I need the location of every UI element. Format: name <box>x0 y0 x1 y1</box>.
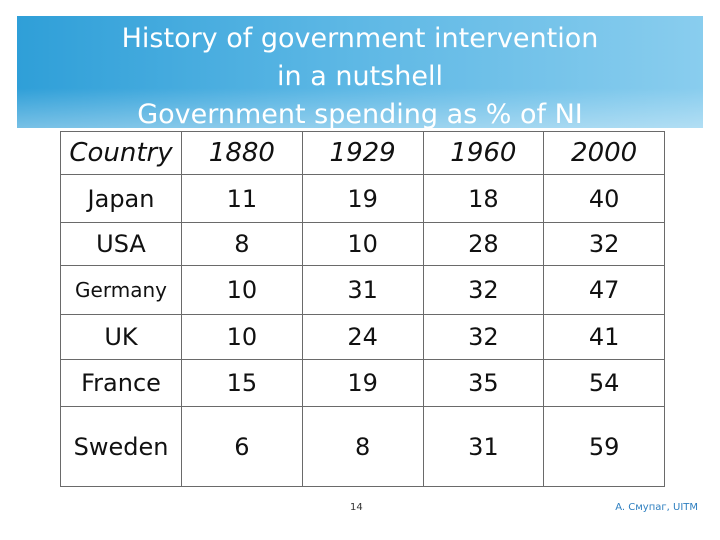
value-cell: 35 <box>422 359 545 407</box>
country-cell: USA <box>60 222 182 266</box>
slide-title-line-1: History of government intervention <box>121 23 599 54</box>
value-cell: 28 <box>422 222 545 266</box>
value-cell: 11 <box>181 174 303 223</box>
country-cell: UK <box>60 314 182 360</box>
value-cell: 40 <box>543 174 665 223</box>
value-cell: 8 <box>301 406 424 487</box>
title-banner <box>17 16 703 128</box>
value-cell: 10 <box>181 314 303 360</box>
value-cell: 32 <box>543 222 665 266</box>
author-credit: A. Смупаг, UITM <box>615 502 698 513</box>
value-cell: 10 <box>181 265 303 315</box>
value-cell: 8 <box>181 222 303 266</box>
table-row: USA 8 10 28 32 <box>60 222 665 266</box>
value-cell: 31 <box>301 265 424 315</box>
value-cell: 54 <box>543 359 665 407</box>
value-cell: 32 <box>422 314 545 360</box>
value-cell: 19 <box>301 359 424 407</box>
country-cell: Sweden <box>60 406 182 487</box>
value-cell: 18 <box>422 174 545 223</box>
country-cell: France <box>60 359 182 407</box>
value-cell: 19 <box>301 174 424 223</box>
slide-subtitle: Government spending as % of NI <box>137 99 583 130</box>
page-number: 14 <box>350 502 363 513</box>
table-header-row: Country 1880 1929 1960 2000 <box>60 131 665 175</box>
value-cell: 47 <box>543 265 665 315</box>
column-header-1960: 1960 <box>422 131 545 175</box>
country-cell: Japan <box>60 174 182 223</box>
table-row: France 15 19 35 54 <box>60 359 665 407</box>
table-row: UK 10 24 32 41 <box>60 314 665 360</box>
value-cell: 6 <box>181 406 303 487</box>
value-cell: 31 <box>422 406 545 487</box>
slide-title-line-2: in a nutshell <box>277 61 443 92</box>
spending-table: Country 1880 1929 1960 2000 Japan 11 19 … <box>60 131 665 487</box>
value-cell: 59 <box>543 406 665 487</box>
column-header-country: Country <box>60 131 182 175</box>
column-header-1880: 1880 <box>181 131 303 175</box>
value-cell: 10 <box>301 222 424 266</box>
value-cell: 24 <box>301 314 424 360</box>
table-row: Germany 10 31 32 47 <box>60 265 665 315</box>
value-cell: 15 <box>181 359 303 407</box>
column-header-2000: 2000 <box>543 131 665 175</box>
table-row: Sweden 6 8 31 59 <box>60 406 665 487</box>
value-cell: 41 <box>543 314 665 360</box>
column-header-1929: 1929 <box>301 131 424 175</box>
country-cell: Germany <box>60 265 182 315</box>
table-row: Japan 11 19 18 40 <box>60 174 665 223</box>
value-cell: 32 <box>422 265 545 315</box>
